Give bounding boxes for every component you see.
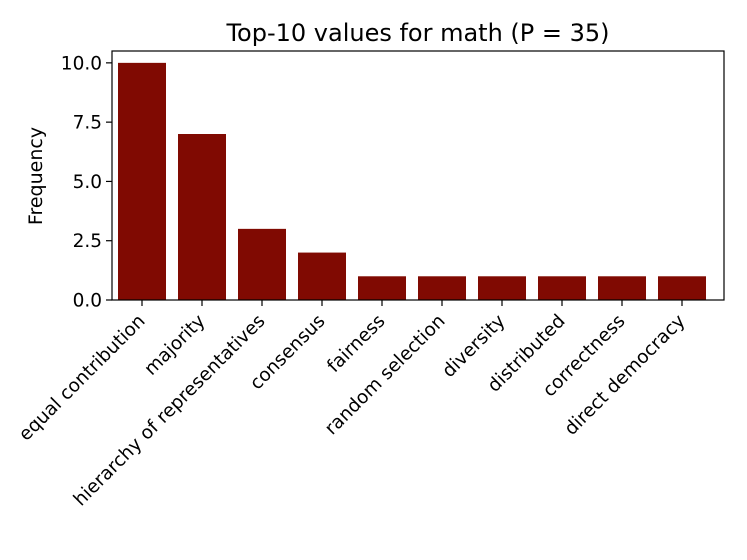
bar-6: [478, 276, 526, 300]
chart-title: Top-10 values for math (P = 35): [225, 19, 609, 47]
bar-7: [538, 276, 586, 300]
bar-1: [178, 134, 226, 300]
bar-3: [298, 252, 346, 300]
bar-5: [418, 276, 466, 300]
bar-9: [658, 276, 706, 300]
y-tick-label-1: 2.5: [73, 231, 102, 252]
bar-0: [118, 62, 166, 300]
x-tick-label-5: random selection: [321, 311, 450, 440]
bar-2: [238, 228, 286, 300]
y-ticks-group: 0.0 2.5 5.0 7.5 10.0: [61, 53, 112, 312]
y-axis-label: Frequency: [25, 127, 47, 225]
y-tick-label-2: 5.0: [73, 172, 102, 193]
bar-4: [358, 276, 406, 300]
y-tick-label-0: 0.0: [73, 291, 102, 312]
bars-group: [118, 62, 706, 300]
y-tick-label-4: 10.0: [61, 53, 102, 74]
y-tick-label-3: 7.5: [73, 113, 102, 134]
x-tick-label-0: equal contribution: [15, 311, 150, 446]
bar-8: [598, 276, 646, 300]
plot-frame: [111, 50, 725, 301]
